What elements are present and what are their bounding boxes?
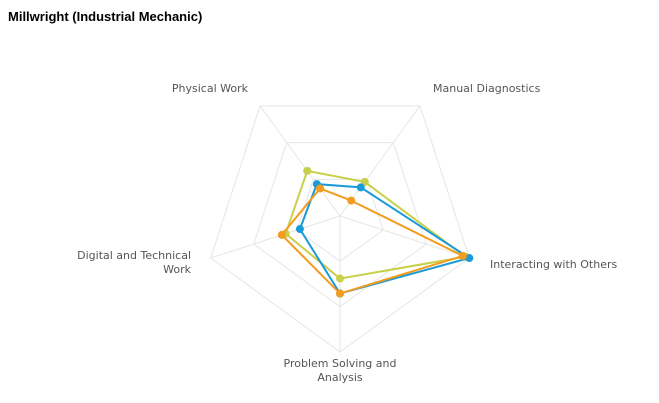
data-point[interactable] <box>465 254 474 263</box>
grid-ring <box>210 105 470 353</box>
series-layer <box>277 166 474 298</box>
data-point[interactable] <box>356 183 365 192</box>
data-point[interactable] <box>303 166 312 175</box>
grid-spoke <box>210 215 341 259</box>
series-line <box>280 187 466 295</box>
data-point[interactable] <box>458 251 467 260</box>
axis-label: Problem Solving and Analysis <box>284 357 397 384</box>
data-point[interactable] <box>295 225 304 234</box>
series-line <box>298 183 472 295</box>
chart-title: Millwright (Industrial Mechanic) <box>8 9 203 24</box>
axis-labels: Manual Diagnostics Interacting with Other… <box>77 82 617 384</box>
grid-spoke <box>259 105 341 217</box>
data-point[interactable] <box>360 177 369 186</box>
series-2 <box>277 184 467 298</box>
axis-label: Interacting with Others <box>490 258 617 271</box>
data-point[interactable] <box>316 184 325 193</box>
data-point[interactable] <box>347 196 356 205</box>
grid-ring <box>296 178 384 262</box>
radar-grid <box>210 105 470 353</box>
axis-label: Manual Diagnostics <box>433 82 541 95</box>
data-point[interactable] <box>336 289 344 298</box>
axis-label: Physical Work <box>172 82 249 95</box>
data-point[interactable] <box>277 230 286 239</box>
axis-label: Digital and Technical Work <box>77 249 192 276</box>
data-point[interactable] <box>336 274 344 283</box>
grid-spoke <box>339 215 470 259</box>
